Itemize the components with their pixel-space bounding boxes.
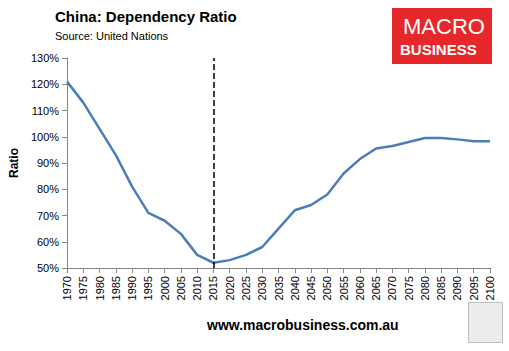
svg-text:2070: 2070	[386, 276, 398, 300]
svg-text:2035: 2035	[273, 276, 285, 300]
svg-text:2005: 2005	[175, 276, 187, 300]
svg-text:2030: 2030	[256, 276, 268, 300]
svg-text:Ratio: Ratio	[7, 148, 21, 178]
svg-text:80%: 80%	[37, 183, 59, 195]
svg-text:1985: 1985	[110, 276, 122, 300]
svg-text:90%: 90%	[37, 157, 59, 169]
svg-text:BUSINESS: BUSINESS	[400, 41, 477, 58]
svg-text:2010: 2010	[191, 276, 203, 300]
svg-text:1975: 1975	[77, 276, 89, 300]
svg-text:2075: 2075	[403, 276, 415, 300]
svg-text:110%: 110%	[32, 105, 60, 117]
svg-text:100%: 100%	[31, 131, 59, 143]
svg-text:2040: 2040	[289, 276, 301, 300]
svg-text:2080: 2080	[419, 276, 431, 300]
svg-text:50%: 50%	[37, 262, 59, 274]
svg-text:2000: 2000	[159, 276, 171, 300]
svg-text:120%: 120%	[31, 78, 59, 90]
svg-text:2060: 2060	[354, 276, 366, 300]
svg-text:MACRO: MACRO	[403, 14, 485, 39]
svg-text:60%: 60%	[37, 236, 59, 248]
svg-text:2055: 2055	[338, 276, 350, 300]
svg-text:Source: United Nations: Source: United Nations	[55, 30, 169, 42]
svg-text:2065: 2065	[370, 276, 382, 300]
svg-text:2020: 2020	[224, 276, 236, 300]
svg-text:2085: 2085	[435, 276, 447, 300]
svg-text:1995: 1995	[142, 276, 154, 300]
svg-text:1980: 1980	[94, 276, 106, 300]
svg-text:2100: 2100	[484, 276, 496, 300]
svg-text:www.macrobusiness.com.au: www.macrobusiness.com.au	[206, 317, 399, 333]
svg-text:1970: 1970	[61, 276, 73, 300]
svg-text:1990: 1990	[126, 276, 138, 300]
svg-text:130%: 130%	[31, 52, 59, 64]
svg-text:2050: 2050	[321, 276, 333, 300]
svg-text:70%: 70%	[37, 210, 59, 222]
svg-text:China: Dependency Ratio: China: Dependency Ratio	[55, 8, 237, 25]
svg-text:2045: 2045	[305, 276, 317, 300]
svg-text:2095: 2095	[468, 276, 480, 300]
svg-text:2015: 2015	[207, 276, 219, 300]
svg-text:2090: 2090	[451, 276, 463, 300]
svg-text:2025: 2025	[240, 276, 252, 300]
